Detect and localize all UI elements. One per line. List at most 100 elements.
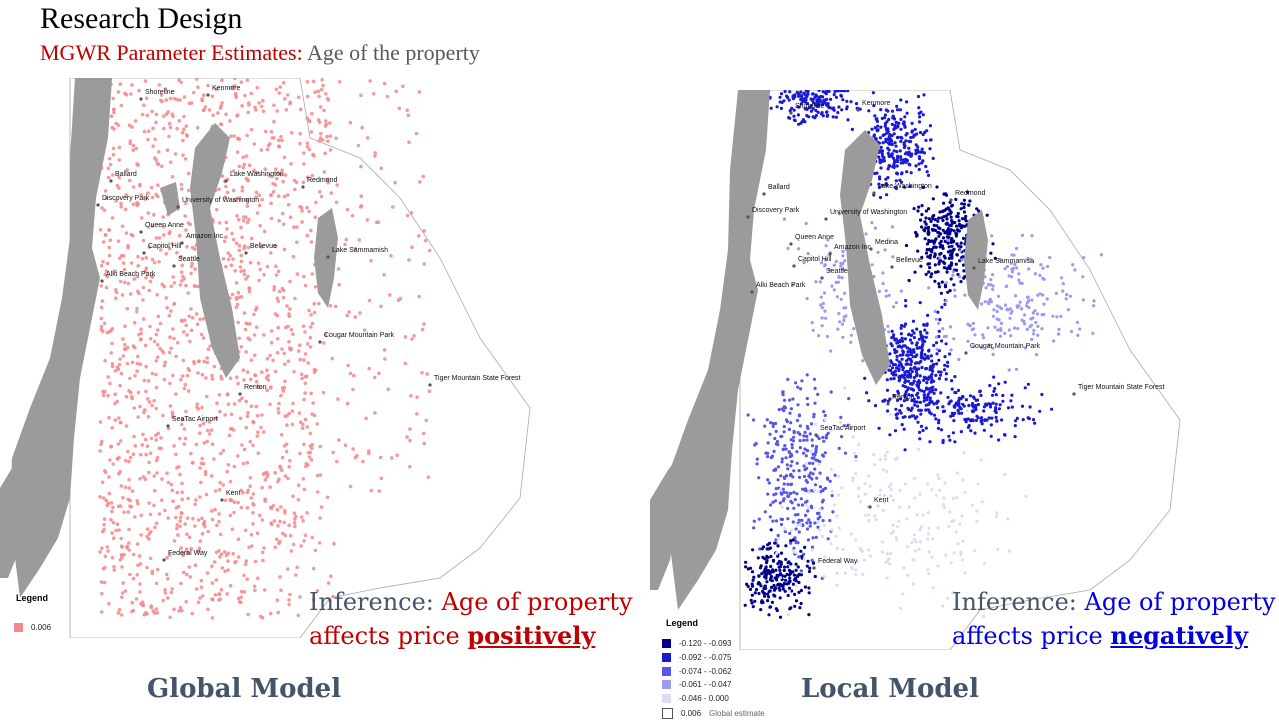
estimate-point — [321, 83, 325, 88]
estimate-point — [178, 524, 182, 529]
estimate-point — [821, 301, 825, 306]
estimate-point — [288, 592, 292, 597]
estimate-point — [425, 372, 430, 376]
estimate-point — [305, 342, 310, 346]
estimate-point — [912, 207, 916, 211]
estimate-point — [954, 234, 958, 238]
estimate-point — [156, 194, 160, 199]
estimate-point — [899, 180, 904, 184]
estimate-point — [289, 130, 294, 135]
estimate-point — [197, 359, 201, 363]
estimate-point — [884, 182, 888, 186]
estimate-point — [179, 377, 183, 382]
estimate-point — [132, 434, 136, 439]
estimate-point — [888, 433, 892, 437]
estimate-point — [1003, 267, 1007, 271]
estimate-point — [224, 184, 228, 189]
estimate-point — [283, 362, 287, 367]
estimate-point — [797, 555, 801, 559]
estimate-point — [832, 93, 836, 97]
estimate-point — [954, 262, 958, 266]
estimate-point — [1020, 404, 1025, 408]
estimate-point — [891, 116, 895, 120]
estimate-point — [904, 133, 908, 137]
estimate-point — [944, 334, 948, 338]
estimate-point — [932, 245, 936, 249]
estimate-point — [918, 430, 922, 434]
estimate-point — [273, 545, 278, 549]
estimate-point — [221, 448, 226, 453]
estimate-point — [217, 221, 222, 225]
estimate-point — [1010, 309, 1014, 313]
estimate-point — [893, 363, 897, 367]
estimate-point — [145, 527, 150, 531]
place-marker — [326, 255, 330, 259]
estimate-point — [879, 108, 883, 112]
estimate-point — [422, 441, 427, 446]
estimate-point — [121, 495, 125, 500]
local-inference: Inference: Age of property affects price… — [952, 586, 1276, 653]
estimate-point — [175, 466, 179, 470]
estimate-point — [251, 492, 256, 496]
estimate-point — [903, 380, 907, 384]
estimate-point — [1012, 253, 1016, 257]
estimate-point — [236, 217, 241, 222]
estimate-point — [760, 572, 764, 576]
estimate-point — [837, 526, 841, 530]
estimate-point — [207, 420, 212, 424]
estimate-point — [138, 362, 143, 367]
estimate-point — [323, 124, 328, 128]
estimate-point — [771, 422, 775, 426]
estimate-point — [800, 518, 804, 522]
estimate-point — [124, 231, 129, 235]
estimate-point — [178, 98, 182, 102]
estimate-point — [308, 444, 313, 448]
estimate-point — [331, 450, 336, 455]
estimate-point — [98, 550, 102, 554]
estimate-point — [226, 463, 231, 467]
estimate-point — [143, 408, 147, 412]
estimate-point — [912, 582, 916, 586]
estimate-point — [126, 449, 130, 454]
estimate-point — [284, 108, 289, 112]
estimate-point — [100, 439, 104, 444]
estimate-point — [927, 387, 931, 391]
local-legend-swatch — [662, 666, 671, 676]
estimate-point — [234, 281, 239, 285]
estimate-point — [823, 413, 827, 418]
estimate-point — [816, 100, 820, 104]
estimate-point — [281, 389, 286, 393]
estimate-point — [163, 591, 168, 595]
estimate-point — [799, 102, 803, 106]
estimate-point — [787, 450, 791, 454]
estimate-point — [243, 562, 248, 566]
estimate-point — [201, 336, 206, 340]
estimate-point — [1013, 262, 1017, 267]
estimate-point — [921, 428, 925, 433]
estimate-point — [783, 574, 787, 578]
estimate-point — [189, 264, 194, 269]
estimate-point — [268, 402, 272, 407]
estimate-point — [872, 453, 876, 457]
estimate-point — [99, 305, 104, 310]
estimate-point — [273, 244, 278, 249]
estimate-point — [147, 129, 151, 133]
estimate-point — [818, 460, 822, 464]
estimate-point — [313, 285, 318, 289]
estimate-point — [114, 296, 118, 300]
estimate-point — [244, 425, 248, 430]
estimate-point — [351, 447, 355, 451]
estimate-point — [126, 497, 130, 502]
estimate-point — [873, 126, 877, 130]
estimate-point — [920, 161, 924, 165]
estimate-point — [917, 162, 921, 166]
estimate-point — [783, 90, 787, 94]
estimate-point — [906, 353, 910, 357]
estimate-point — [984, 402, 988, 406]
estimate-point — [824, 436, 828, 440]
estimate-point — [961, 394, 965, 399]
estimate-point — [259, 104, 264, 109]
estimate-point — [926, 173, 931, 177]
estimate-point — [799, 387, 803, 391]
